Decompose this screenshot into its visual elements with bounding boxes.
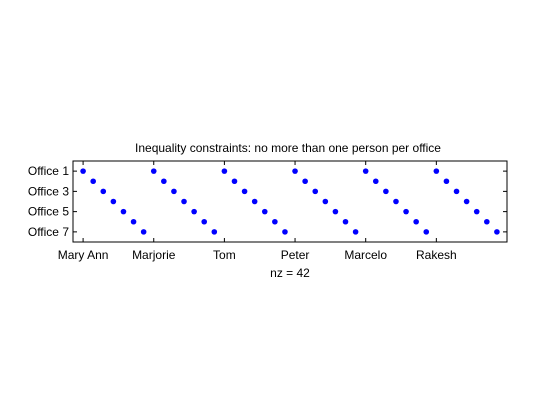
data-point <box>413 218 419 225</box>
data-point <box>130 218 137 225</box>
y-tick-label: Office 7 <box>28 225 69 239</box>
data-point <box>171 188 177 195</box>
data-point <box>463 198 470 205</box>
x-tick-label: Peter <box>281 248 310 262</box>
data-point <box>312 188 319 195</box>
data-point <box>261 208 268 215</box>
data-point <box>150 168 157 174</box>
data-point <box>494 229 500 235</box>
x-axis-label: nz = 42 <box>270 266 310 280</box>
data-point <box>231 178 238 185</box>
x-tick-label: Marcelo <box>344 248 387 262</box>
data-point <box>161 178 167 185</box>
data-point <box>201 218 208 225</box>
data-point <box>362 168 369 174</box>
data-point <box>322 198 329 205</box>
y-tick-label: Office 3 <box>28 184 69 198</box>
data-point <box>393 198 399 205</box>
data-point <box>110 198 117 205</box>
data-point <box>221 168 228 174</box>
data-point <box>181 198 187 205</box>
data-point <box>100 188 107 195</box>
data-point <box>302 178 308 185</box>
data-point <box>120 208 127 215</box>
data-point <box>80 168 86 174</box>
data-point <box>433 168 440 174</box>
data-point <box>292 168 298 174</box>
data-point <box>352 229 359 235</box>
data-point <box>332 208 339 215</box>
data-point <box>443 178 450 185</box>
x-tick-label: Tom <box>213 248 236 262</box>
data-point <box>282 229 288 235</box>
x-axis: Mary Ann Marjorie Tom Peter Marcelo Rakesh <box>58 161 457 262</box>
data-point <box>403 208 409 215</box>
data-points <box>80 168 500 235</box>
x-tick-label: Marjorie <box>132 248 176 262</box>
data-point <box>272 218 278 225</box>
data-point <box>251 198 258 205</box>
data-point <box>140 229 147 235</box>
y-tick-label: Office 1 <box>28 164 69 178</box>
data-point <box>383 188 389 195</box>
plot-area <box>72 160 508 243</box>
data-point <box>453 188 460 195</box>
x-tick-label: Mary Ann <box>58 248 109 262</box>
y-axis: Office 1 Office 3 Office 5 Office 7 <box>28 164 507 239</box>
data-point <box>90 178 96 185</box>
data-point <box>484 218 490 225</box>
data-point <box>473 208 480 215</box>
data-point <box>372 178 379 185</box>
data-point <box>241 188 248 195</box>
data-point <box>423 229 430 235</box>
y-tick-label: Office 5 <box>28 205 69 219</box>
x-tick-label: Rakesh <box>416 248 457 262</box>
data-point <box>191 208 197 215</box>
data-point <box>342 218 349 225</box>
data-point <box>211 229 218 235</box>
chart-title: Inequality constraints: no more than one… <box>135 141 441 155</box>
